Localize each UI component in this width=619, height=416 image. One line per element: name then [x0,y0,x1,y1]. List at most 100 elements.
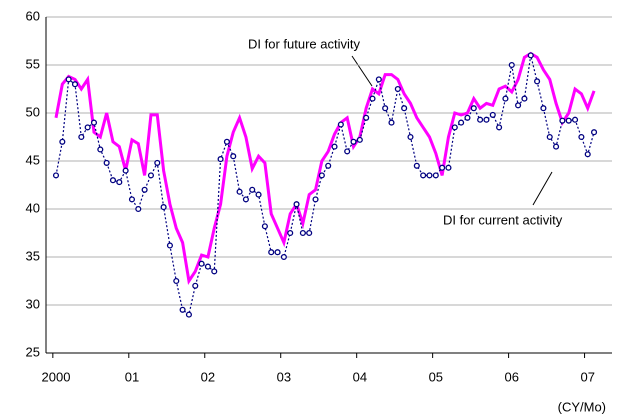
point [122,167,129,174]
series-line [54,51,596,286]
x-tick-label: 04 [353,369,367,384]
point [204,263,211,270]
point [439,164,446,171]
annotation-future: DI for future activity [248,36,360,51]
point [268,249,275,256]
y-tick-label: 60 [26,8,40,23]
point [198,260,205,267]
point [173,277,180,285]
x-tick-label: 05 [429,369,443,384]
point [515,102,522,109]
point [242,196,249,203]
point [489,111,496,118]
point [337,121,344,128]
point [306,229,313,237]
point [496,124,503,131]
point [401,105,408,112]
point [394,85,401,93]
point [369,95,376,102]
point [540,105,547,112]
point [578,133,585,141]
point [249,186,256,193]
point [325,162,332,169]
point [375,76,382,83]
point [407,133,414,141]
x-tick-label: 02 [201,369,215,384]
point [116,179,123,186]
point [71,81,79,88]
x-tick-label: 03 [277,369,291,384]
point [166,242,173,249]
x-tick-label: 07 [580,369,594,384]
point [236,188,243,195]
point [445,164,452,171]
point [420,172,427,179]
point [59,138,66,145]
point [363,114,370,121]
point [97,146,104,153]
point [451,124,458,131]
point [344,148,351,155]
point [382,105,389,112]
point [109,177,117,184]
point [508,61,515,69]
point [223,138,230,145]
x-tick-label: 06 [505,369,519,384]
leader-line [351,55,373,87]
point [141,186,148,193]
y-tick-label: 35 [26,248,40,263]
point [388,119,395,126]
point [179,306,186,313]
point [527,52,534,59]
point [572,116,579,123]
point [261,223,268,230]
annotation-current: DI for current activity [443,212,563,227]
point [413,162,420,169]
point [160,204,167,211]
point [84,124,91,131]
point [590,129,598,136]
point [584,151,591,158]
point [230,153,237,160]
point [192,282,199,289]
point [312,196,319,203]
point [521,95,528,102]
point [52,172,60,179]
point [280,253,287,261]
point [350,138,357,145]
point [432,172,439,179]
leader-line [532,171,553,206]
point [293,201,300,208]
point [356,136,363,143]
point [331,143,338,150]
point [287,229,294,237]
point [103,159,110,166]
series-line [55,55,595,316]
point [464,114,471,121]
point [534,78,541,85]
point [546,133,553,141]
point [217,156,224,163]
point [211,268,218,275]
point [502,95,509,102]
point [559,117,566,124]
point [483,116,490,123]
point [458,119,465,126]
y-tick-label: 45 [26,152,40,167]
point [426,172,433,179]
point [135,205,142,213]
y-tick-label: 40 [26,200,40,215]
point [65,76,72,83]
point [185,311,192,318]
point [553,143,560,150]
x-axis-label: (CY/Mo) [558,399,606,414]
point [565,117,572,124]
point [147,172,155,179]
y-tick-label: 55 [26,56,40,71]
point [154,159,161,166]
x-tick-label: 01 [125,369,139,384]
point [318,172,325,179]
point [477,116,484,123]
point [274,249,281,256]
